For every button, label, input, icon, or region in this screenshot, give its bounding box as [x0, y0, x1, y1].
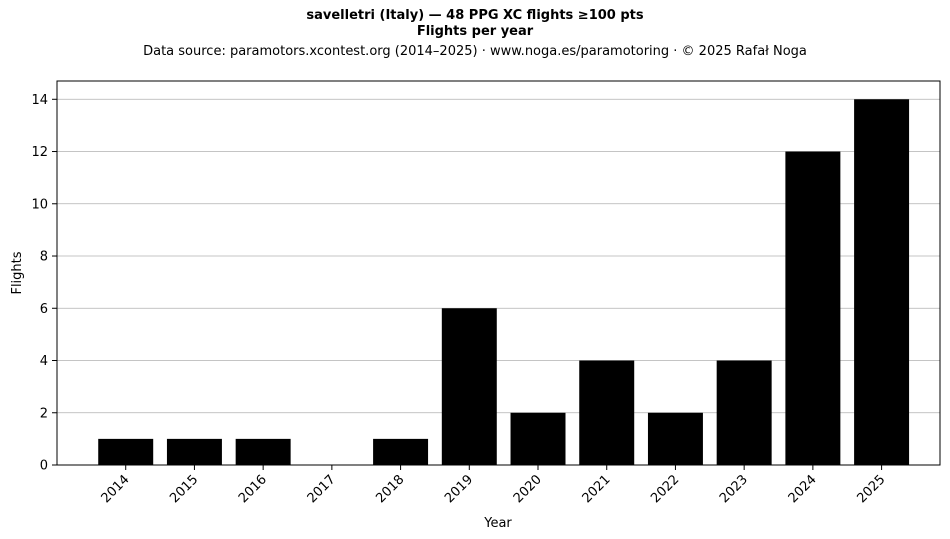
chart-subtitle: Flights per year — [416, 24, 534, 39]
x-axis-ticks: 2014 2015 2016 2017 2018 2019 2020 2021 2022 2023… — [99, 465, 888, 506]
y-axis-ticks: 0 2 4 6 8 10 12 14 — [31, 93, 57, 474]
y-tick-label: 4 — [40, 354, 48, 369]
x-tick-label: 2019 — [442, 472, 476, 506]
y-tick-label: 0 — [40, 459, 48, 474]
y-tick-label: 8 — [40, 250, 48, 265]
bar-2024 — [785, 151, 841, 465]
x-tick-label: 2023 — [717, 472, 751, 506]
y-tick-label: 2 — [40, 406, 48, 421]
x-tick-label: 2025 — [854, 472, 888, 506]
bar-2022 — [647, 412, 703, 465]
chart-title-block: savelletri (Italy) — 48 PPG XC flights ≥… — [0, 8, 950, 60]
y-axis-label: Flights — [10, 251, 25, 294]
x-tick-label: 2014 — [99, 472, 133, 506]
bar-2019 — [441, 308, 497, 465]
x-axis-label: Year — [483, 516, 512, 531]
x-tick-label: 2020 — [511, 472, 545, 506]
bar-2015 — [166, 438, 222, 465]
bar-2018 — [373, 438, 429, 465]
bar-2023 — [716, 360, 772, 465]
x-tick-label: 2017 — [305, 472, 339, 506]
x-tick-label: 2021 — [580, 472, 614, 506]
chart-title: savelletri (Italy) — 48 PPG XC flights ≥… — [306, 8, 644, 23]
bars — [98, 99, 910, 466]
bar-2020 — [510, 412, 566, 465]
bar-2021 — [579, 360, 635, 465]
y-tick-label: 10 — [31, 197, 48, 212]
y-tick-label: 14 — [31, 93, 48, 108]
bar-2016 — [235, 438, 291, 465]
chart-source-line: Data source: paramotors.xcontest.org (20… — [143, 44, 807, 59]
x-tick-label: 2018 — [373, 472, 407, 506]
x-tick-label: 2024 — [786, 472, 820, 506]
y-tick-label: 6 — [40, 302, 48, 317]
x-tick-label: 2022 — [648, 472, 682, 506]
plot-frame — [56, 80, 941, 466]
y-tick-label: 12 — [31, 145, 48, 160]
x-tick-label: 2016 — [236, 472, 270, 506]
x-tick-label: 2015 — [167, 472, 201, 506]
bar-2025 — [854, 99, 910, 466]
bar-2014 — [98, 438, 154, 465]
